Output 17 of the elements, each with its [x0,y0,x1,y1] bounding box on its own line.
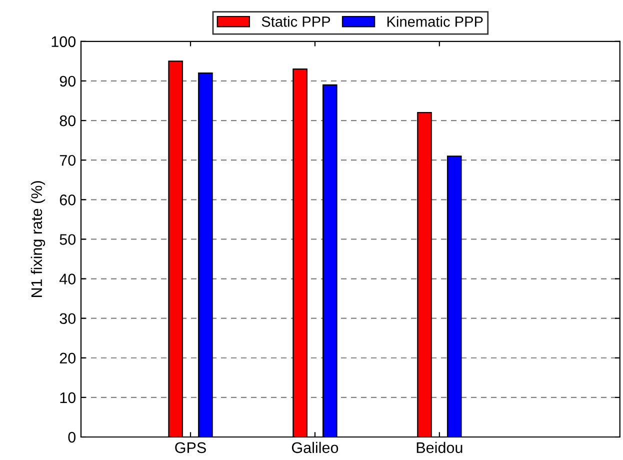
y-tick-label: 30 [60,313,76,324]
x-tick-label: Beidou [416,442,462,454]
y-tick-label: 40 [59,274,76,284]
y-axis-title: N1 fixing rate (%) [30,181,46,297]
y-tick-label: 0 [68,432,76,443]
y-tick-label: 80 [60,115,76,126]
y-tick-label: 50 [60,234,76,245]
y-tick-label: 20 [60,352,76,364]
y-tick-label: 90 [60,76,76,87]
y-tick-label: 100 [52,36,76,48]
legend-label: Kinematic PPP [387,16,483,27]
y-tick-label: 70 [60,154,76,166]
x-tick-label: Galileo [292,442,338,454]
legend-label: Static PPP [262,16,330,27]
x-tick-label: GPS [175,442,206,454]
y-tick-label: 10 [60,392,76,404]
y-tick-label: 60 [60,194,76,206]
